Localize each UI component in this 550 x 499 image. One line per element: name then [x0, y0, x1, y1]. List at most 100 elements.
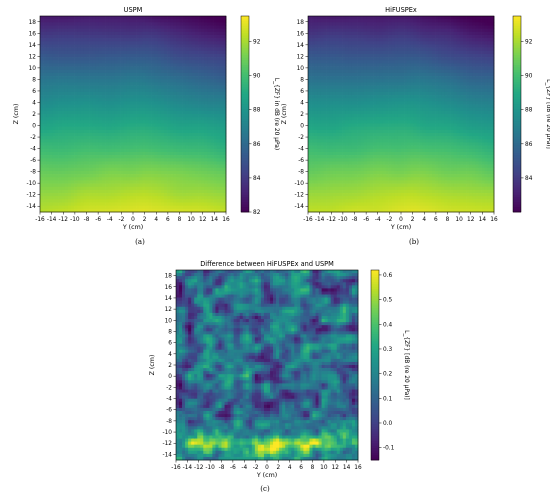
x-tick-label: 4	[422, 217, 426, 223]
x-tick-label: 2	[277, 465, 281, 471]
y-tick-label: 18	[165, 274, 173, 280]
y-axis-label: Z (cm)	[281, 104, 288, 125]
x-tick-label: 8	[446, 217, 450, 223]
x-tick-label: 4	[154, 217, 158, 223]
x-tick-label: 10	[187, 217, 195, 223]
chart-a: USPM-16 -14 -12 -10 -8 -6 -4 -2 0 2 4 6 8 10 12 14 16Y (…	[13, 6, 279, 246]
colorbar-tick-label: 92	[525, 40, 533, 46]
y-tick-label: 10	[165, 318, 173, 324]
x-tick-label: 16	[490, 217, 498, 223]
x-tick-label: -16	[303, 217, 313, 223]
y-tick-label: -8	[298, 170, 304, 176]
colorbar-tick-label: 0.4	[383, 322, 393, 328]
colorbar-tick-label: 82	[253, 210, 261, 216]
x-tick-label: -16	[35, 217, 45, 223]
y-tick-label: 0	[168, 374, 172, 380]
colorbar-tick-label: 90	[253, 74, 261, 80]
colorbar-frame	[512, 15, 522, 213]
y-tick-label: -10	[163, 430, 173, 436]
y-tick-label: 2	[32, 112, 36, 118]
y-tick-label: 6	[32, 89, 36, 95]
y-tick-label: -10	[295, 181, 305, 187]
x-axis-label: Y (cm)	[122, 224, 143, 231]
y-tick-label: -14	[27, 204, 37, 210]
y-tick-label: 14	[297, 43, 305, 49]
y-tick-label: -12	[27, 193, 37, 199]
x-tick-label: 14	[343, 465, 351, 471]
y-tick-label: 10	[297, 66, 305, 72]
x-tick-label: 4	[288, 465, 292, 471]
y-tick-label: 8	[168, 329, 172, 335]
subfigure-caption: (a)	[135, 238, 145, 246]
x-tick-label: -2	[118, 217, 124, 223]
y-tick-label: -6	[30, 158, 36, 164]
colorbar-label: L_{ZF} [dB (re 20 μPa)]	[545, 79, 550, 149]
x-tick-label: -16	[171, 465, 181, 471]
colorbar-frame	[240, 15, 250, 213]
y-tick-label: 16	[297, 31, 305, 37]
y-tick-label: -2	[166, 385, 172, 391]
x-tick-label: -12	[59, 217, 69, 223]
colorbar-tick-label: 0.3	[383, 347, 393, 353]
y-tick-label: -14	[163, 452, 173, 458]
colorbar-tick-label: 0.0	[383, 421, 393, 427]
heatmap-field	[40, 16, 227, 213]
y-tick-label: 18	[29, 20, 37, 26]
x-tick-label: 6	[299, 465, 303, 471]
x-tick-label: -12	[194, 465, 204, 471]
x-tick-label: 10	[320, 465, 328, 471]
chart-title: HiFUSPEx	[385, 6, 417, 14]
x-tick-label: 14	[479, 217, 487, 223]
y-tick-label: 2	[168, 363, 172, 369]
x-tick-label: -14	[183, 465, 193, 471]
y-tick-label: -4	[298, 147, 304, 153]
y-tick-label: -6	[298, 158, 304, 164]
y-tick-label: -2	[30, 135, 36, 141]
x-tick-label: 6	[166, 217, 170, 223]
y-tick-label: -4	[166, 397, 172, 403]
x-tick-label: -6	[363, 217, 369, 223]
y-tick-label: 10	[29, 66, 37, 72]
x-tick-label: 16	[354, 465, 362, 471]
heatmap-field	[308, 16, 495, 213]
x-tick-label: -14	[315, 217, 325, 223]
y-tick-label: -2	[298, 135, 304, 141]
x-tick-label: -8	[352, 217, 358, 223]
colorbar-tick-label: 90	[525, 74, 533, 80]
y-tick-label: 14	[29, 43, 37, 49]
x-tick-label: 6	[434, 217, 438, 223]
colorbar-tick-label: 92	[253, 40, 261, 46]
colorbar-tick-label: 0.5	[383, 298, 393, 304]
x-tick-label: -10	[205, 465, 215, 471]
y-tick-label: 4	[300, 100, 304, 106]
x-tick-label: -10	[70, 217, 80, 223]
y-tick-label: -12	[163, 441, 173, 447]
y-tick-label: -8	[30, 170, 36, 176]
y-tick-label: 4	[32, 100, 36, 106]
colorbar-tick-label: 0.1	[383, 396, 393, 402]
y-tick-label: 6	[300, 89, 304, 95]
colorbar-tick-label: 86	[525, 142, 533, 148]
y-tick-label: -4	[30, 147, 36, 153]
x-tick-label: -4	[107, 217, 113, 223]
chart-title: Difference between HiFUSPEx and USPM	[200, 260, 334, 268]
y-tick-label: 8	[300, 77, 304, 83]
x-tick-label: 12	[467, 217, 475, 223]
y-tick-label: 2	[300, 112, 304, 118]
chart-c: Difference between HiFUSPEx and USPM-16-…	[149, 260, 409, 493]
y-tick-label: 12	[29, 54, 37, 60]
colorbar-label: L_{ZF} [dB (re 20 μPa)]	[403, 330, 409, 400]
x-tick-label: -10	[338, 217, 348, 223]
subfigure-caption: (b)	[409, 238, 419, 246]
x-tick-label: -4	[375, 217, 381, 223]
colorbar-tick-label: 88	[525, 108, 533, 114]
y-tick-label: 12	[165, 307, 173, 313]
colorbar-tick-label: -0.1	[383, 446, 395, 452]
y-tick-label: 8	[32, 77, 36, 83]
x-tick-label: -12	[327, 217, 337, 223]
y-tick-label: -6	[166, 408, 172, 414]
colorbar-tick-label: 0.2	[383, 372, 393, 378]
colorbar-label: L_{ZF} in dB (re 20 μPa)	[273, 78, 279, 150]
colorbar: 0.6 0.5 0.4 0.3 0.2 0.1 0.0 -0.1 L_{ZF} [dB (re …	[370, 269, 409, 461]
x-tick-label: 14	[211, 217, 219, 223]
